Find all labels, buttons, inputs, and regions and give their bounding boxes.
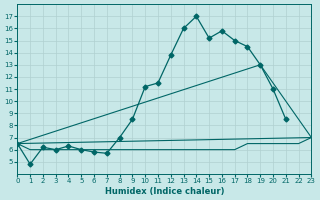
X-axis label: Humidex (Indice chaleur): Humidex (Indice chaleur) (105, 187, 224, 196)
